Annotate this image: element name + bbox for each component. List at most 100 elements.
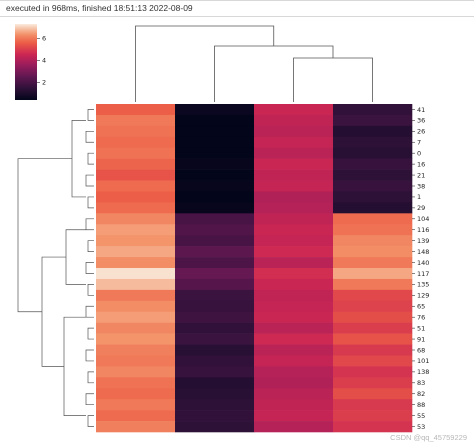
heatmap-cell-r7-c1	[175, 180, 255, 192]
heatmap-cell-r13-c1	[175, 246, 255, 258]
row-tick-label: 139	[417, 237, 429, 245]
row-dendrogram-branch	[87, 284, 94, 296]
row-dendrogram-root	[17, 158, 72, 313]
row-dendrogram-branch	[85, 174, 94, 187]
heatmap-cell-r14-c1	[175, 257, 255, 269]
row-dendrogram-branch	[85, 393, 94, 406]
row-tick-label: 140	[417, 259, 429, 267]
heatmap-cell-r29-c1	[175, 421, 255, 433]
heatmap-cell-r27-c2	[254, 399, 334, 411]
heatmap-cell-r18-c0	[96, 300, 176, 313]
watermark-text: CSDN @qq_45759229	[390, 433, 467, 442]
heatmap-cell-r9-c0	[96, 202, 176, 214]
row-tick-label: 53	[417, 423, 425, 431]
row-dendrogram-branch	[87, 152, 94, 165]
heatmap-cell-r21-c2	[254, 333, 334, 345]
heatmap-cells	[96, 104, 413, 433]
heatmap-cell-r21-c0	[96, 333, 176, 345]
heatmap-cell-r0-c2	[254, 104, 334, 116]
heatmap-cell-r5-c3	[333, 158, 413, 170]
heatmap-cell-r22-c2	[254, 344, 334, 356]
heatmap-cell-r17-c0	[96, 289, 176, 302]
heatmap-cell-r2-c3	[333, 125, 413, 138]
row-tick-label: 65	[417, 303, 425, 311]
heatmap-cell-r5-c0	[96, 158, 176, 170]
heatmap-cell-r26-c1	[175, 388, 255, 400]
row-dendrogram-branch	[87, 371, 94, 384]
heatmap-cell-r26-c0	[96, 388, 176, 400]
heatmap-cell-r17-c3	[333, 289, 413, 302]
row-tick-label: 117	[417, 270, 429, 278]
heatmap-cell-r16-c1	[175, 278, 255, 291]
heatmap-cell-r7-c0	[96, 180, 176, 192]
row-tick-label: 38	[417, 182, 425, 190]
row-tick-labels: 4136267016213812910411613914814011713512…	[412, 106, 429, 431]
row-tick-label: 104	[417, 215, 429, 223]
row-tick-label: 1	[417, 193, 421, 201]
heatmap-cell-r12-c0	[96, 235, 176, 247]
row-tick-label: 91	[417, 335, 425, 343]
heatmap-cell-r20-c0	[96, 322, 176, 334]
heatmap-cell-r10-c0	[96, 213, 176, 225]
heatmap-cell-r22-c1	[175, 344, 255, 356]
heatmap-cell-r3-c1	[175, 136, 255, 149]
heatmap-cell-r8-c3	[333, 191, 413, 203]
heatmap-cell-r14-c3	[333, 257, 413, 269]
heatmap-cell-r1-c2	[254, 114, 334, 127]
colorbar-gradient	[15, 24, 37, 100]
row-tick-label: 68	[417, 346, 425, 354]
heatmap-cell-r2-c0	[96, 125, 176, 138]
heatmap-cell-r21-c1	[175, 333, 255, 345]
heatmap-cell-r23-c0	[96, 355, 176, 367]
row-dendrogram-branch	[87, 240, 94, 252]
row-dendrogram-branch	[85, 262, 94, 274]
heatmap-cell-r29-c2	[254, 421, 334, 433]
heatmap-cell-r29-c3	[333, 421, 413, 433]
heatmap-cell-r28-c2	[254, 410, 334, 422]
row-dendrogram-branch	[85, 130, 94, 143]
heatmap-cell-r23-c3	[333, 355, 413, 367]
heatmap-cell-r19-c2	[254, 311, 334, 323]
heatmap-cell-r13-c3	[333, 246, 413, 258]
heatmap-cell-r15-c0	[96, 268, 176, 280]
heatmap-cell-r28-c0	[96, 410, 176, 422]
heatmap-cell-r9-c2	[254, 202, 334, 214]
heatmap-cell-r26-c2	[254, 388, 334, 400]
heatmap-cell-r23-c2	[254, 355, 334, 367]
heatmap-cell-r27-c1	[175, 399, 255, 411]
row-dendrogram-branch	[87, 415, 94, 427]
row-tick-label: 83	[417, 379, 425, 387]
heatmap-cell-r26-c3	[333, 388, 413, 400]
heatmap-cell-r6-c2	[254, 169, 334, 181]
row-tick-label: 55	[417, 412, 425, 420]
heatmap-cell-r0-c0	[96, 104, 176, 116]
heatmap-cell-r20-c3	[333, 322, 413, 334]
heatmap-cell-r25-c1	[175, 377, 255, 389]
heatmap-cell-r0-c1	[175, 104, 255, 116]
column-dendrogram-branch	[293, 57, 373, 102]
heatmap-cell-r2-c1	[175, 125, 255, 138]
row-dendrogram-branch	[71, 120, 86, 198]
heatmap-cell-r10-c2	[254, 213, 334, 225]
heatmap-cell-r12-c1	[175, 235, 255, 247]
execution-status-bar: executed in 968ms, finished 18:51:13 202…	[0, 0, 474, 17]
heatmap-cell-r18-c3	[333, 300, 413, 313]
heatmap-cell-r18-c2	[254, 300, 334, 313]
row-tick-label: 41	[417, 106, 425, 114]
heatmap-cell-r15-c1	[175, 268, 255, 280]
heatmap-cell-r24-c1	[175, 366, 255, 378]
colorbar-tick-label: 6	[42, 35, 46, 43]
heatmap-cell-r7-c3	[333, 180, 413, 192]
heatmap-cell-r16-c2	[254, 278, 334, 291]
heatmap-cell-r27-c0	[96, 399, 176, 411]
row-dendrogram-branch	[41, 256, 66, 367]
heatmap-cell-r11-c3	[333, 224, 413, 236]
heatmap-cell-r0-c3	[333, 104, 413, 116]
heatmap-cell-r6-c0	[96, 169, 176, 181]
heatmap-cell-r15-c2	[254, 268, 334, 280]
heatmap-cell-r2-c2	[254, 125, 334, 138]
heatmap-cell-r20-c2	[254, 322, 334, 334]
heatmap-cell-r11-c2	[254, 224, 334, 236]
execution-status-text: executed in 968ms, finished 18:51:13 202…	[6, 3, 193, 13]
heatmap-cell-r25-c3	[333, 377, 413, 389]
